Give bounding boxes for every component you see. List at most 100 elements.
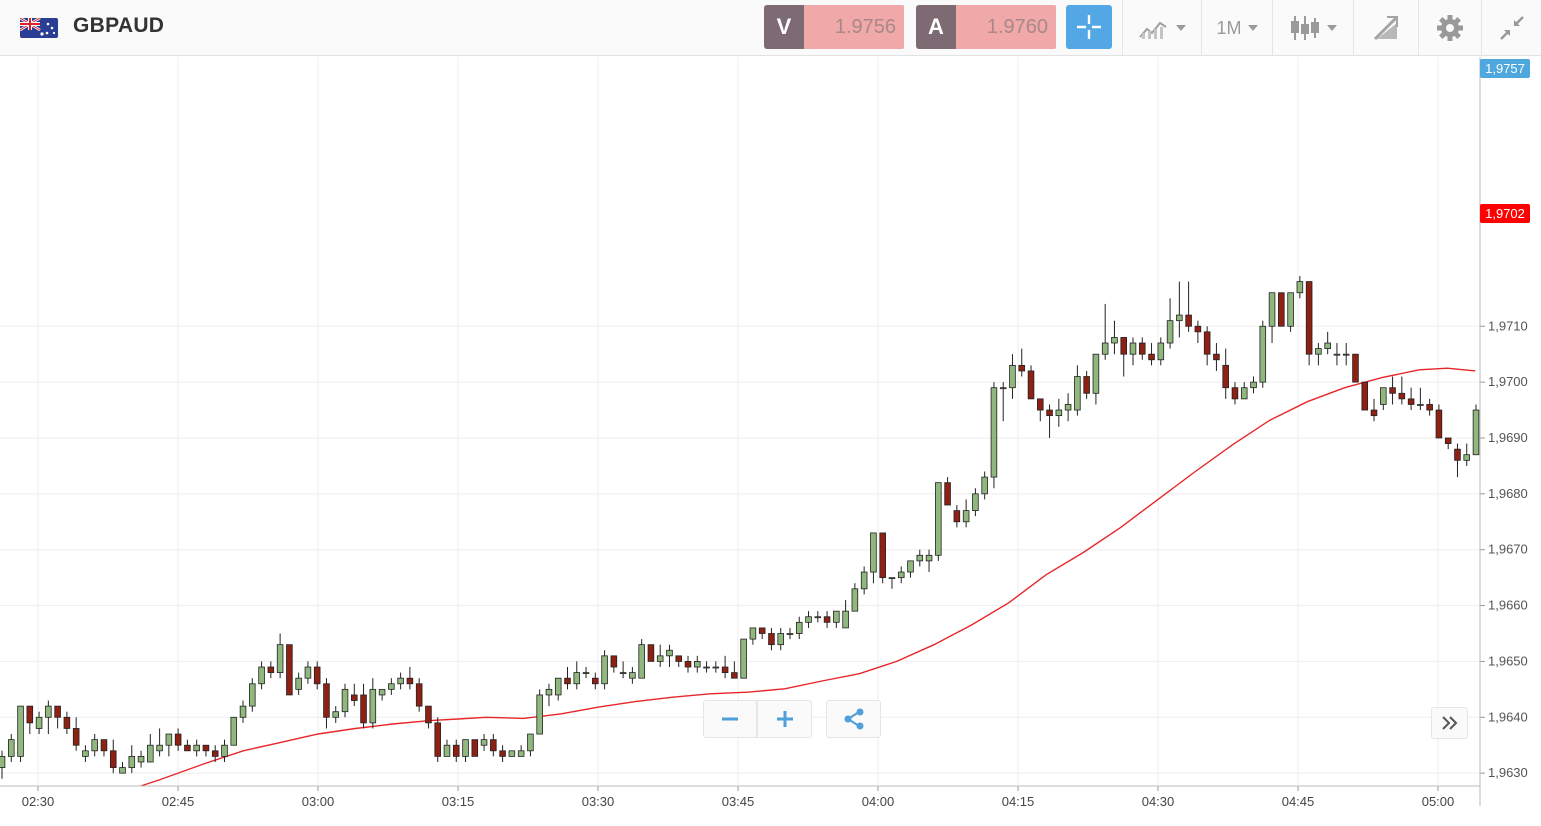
candle [1009,354,1016,399]
candle [304,661,312,684]
indicators-button[interactable] [1123,0,1201,56]
candle-body-down [1046,409,1053,417]
candle-body-down [211,750,219,757]
settings-button[interactable] [1419,0,1481,56]
candle-body-up [1009,364,1016,389]
crosshair-button[interactable] [1066,5,1112,49]
candle [156,728,163,757]
candle-body-down [1203,331,1211,355]
candle-body-down [1185,314,1192,327]
candle [1389,376,1396,405]
candle [313,661,321,690]
candle [119,761,126,774]
candle [295,672,302,695]
indicators-icon [1139,21,1167,39]
candle [45,700,52,735]
minus-icon [722,717,738,721]
candle [1370,398,1378,422]
chart-area[interactable]: 1,9630 1,9640 1,9650 1,9660 1,9670 1,9680 1,96… [0,57,1541,826]
candle [629,667,636,684]
candle [1352,353,1359,383]
candle-body-up [694,661,701,668]
candle [406,667,414,690]
candle-body-down [1083,376,1090,394]
candle-body-up [536,694,543,735]
candle-body-up [1380,387,1387,405]
candle [527,733,534,757]
candle [1166,298,1174,349]
candle-body-down [823,616,831,623]
candle-body-down [471,739,479,757]
candle [545,683,553,707]
candle-body-up [1324,342,1331,350]
candle-body-up [193,744,200,752]
candle [777,627,784,651]
candle [1055,398,1063,427]
candle-body-up [1064,404,1072,411]
minimize-button[interactable] [1482,0,1541,56]
candlestick-chart[interactable]: 1,9630 1,9640 1,9650 1,9660 1,9670 1,9680 1,96… [0,57,1541,826]
timeframe-dropdown[interactable]: 1M [1202,0,1272,56]
candle [397,672,404,690]
moving-average-line [140,367,1476,787]
zoom-out-button[interactable] [703,700,757,738]
candle-body-up [573,672,581,685]
candle-body-down [953,510,961,523]
chevron-down-icon [1247,25,1258,31]
share-button[interactable] [826,700,881,738]
candle-body-down [63,716,71,729]
candle [128,745,136,774]
scroll-to-end-button[interactable] [1431,707,1468,739]
candle [17,705,24,762]
zoom-in-button[interactable] [757,700,812,738]
candle-body-up [1417,404,1424,406]
candle-body-up [842,610,849,629]
candle-body-down [564,677,571,685]
candle [721,655,729,679]
candle-body-down [1352,353,1359,383]
candle [1407,387,1415,411]
candle [916,549,924,567]
candle-body-up [221,744,228,757]
chart-type-button[interactable] [1273,0,1353,56]
candle [508,750,516,757]
drawing-tools-button[interactable] [1354,0,1418,56]
candle-body-up [981,476,988,495]
candle [1083,370,1090,399]
candle-body-up [1111,337,1118,344]
candle-body-up [1333,353,1341,356]
candle-body-up [935,482,942,556]
candle-body-down [452,744,460,757]
candle-body-up [527,733,534,752]
x-tick-label: 03:30 [582,794,615,809]
candle-body-up [638,644,645,679]
candle [972,488,979,517]
candle [554,677,562,701]
candle-body-up [82,750,89,757]
candle [471,739,479,757]
toolbar-divider [1272,0,1273,56]
candle-body-up [749,627,757,640]
buy-button[interactable]: A 1.9760 [916,5,1057,49]
sell-button[interactable]: V 1.9756 [764,5,905,49]
candle [137,750,145,768]
candle [258,661,265,690]
candle [1092,353,1100,405]
candle [267,661,275,679]
candle [1287,292,1294,332]
candlestick-type-icon [1291,16,1319,40]
candle-body-down [1444,437,1452,444]
candle-body-up [137,755,145,763]
candle-body-up [619,672,627,674]
candle-body-up [239,705,247,718]
candle-body-down [406,677,414,685]
candle [360,683,367,729]
candle [1296,275,1304,299]
candle [870,532,877,584]
drawing-tools-icon [1373,15,1399,41]
chart-header: GBPAUD V 1.9756 A 1.9760 [0,0,1541,56]
candle-body-down [731,672,738,679]
candle-body-down [1370,409,1378,417]
candle-body-up [925,554,933,562]
